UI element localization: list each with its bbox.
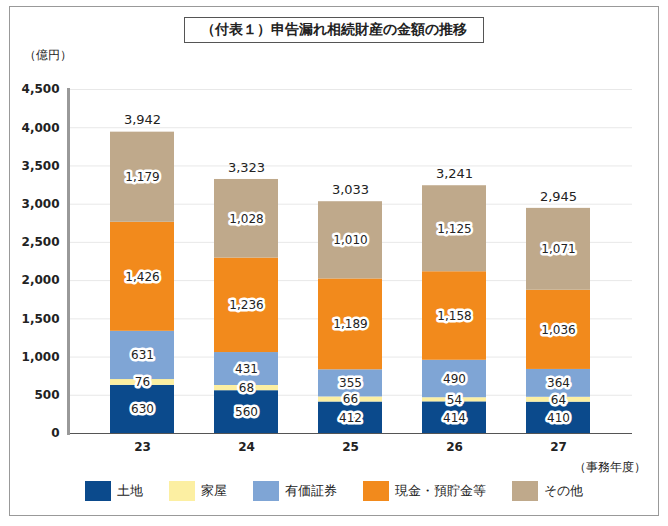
svg-text:630: 630 [131,402,154,416]
svg-text:1,036: 1,036 [541,323,575,337]
svg-text:66: 66 [343,392,358,406]
svg-text:364: 364 [547,376,570,390]
svg-text:431: 431 [235,362,258,376]
html-text:有価証券: 有価証券 [285,483,337,498]
svg-text:1,500: 1,500 [22,312,60,326]
svg-text:64: 64 [551,393,566,407]
html-text:現金・預貯金等: 現金・預貯金等 [395,483,486,498]
svg-text:414: 414 [443,411,466,425]
svg-text:3,500: 3,500 [22,159,60,173]
svg-text:1,236: 1,236 [229,298,263,312]
svg-text:24: 24 [238,440,255,454]
svg-text:410: 410 [547,411,570,425]
svg-text:25: 25 [342,440,359,454]
svg-text:1,189: 1,189 [333,317,367,331]
html-text:（事務年度）: （事務年度） [574,460,646,474]
svg-text:3,241: 3,241 [436,166,473,181]
svg-text:490: 490 [443,372,466,386]
svg-text:631: 631 [131,348,154,362]
svg-text:3,942: 3,942 [124,112,161,127]
svg-text:2,500: 2,500 [22,235,60,249]
svg-text:4,500: 4,500 [22,82,60,96]
svg-text:1,071: 1,071 [541,242,575,256]
svg-text:3,323: 3,323 [228,160,265,175]
svg-text:1,125: 1,125 [437,222,471,236]
svg-text:27: 27 [550,440,567,454]
svg-text:1,000: 1,000 [22,350,60,364]
svg-text:500: 500 [34,388,59,402]
html-text:（億円）: （億円） [24,48,72,62]
html-text:家屋: 家屋 [201,483,227,498]
svg-text:23: 23 [134,440,151,454]
svg-text:0: 0 [51,426,59,440]
html-text:その他: その他 [544,483,583,498]
svg-text:3,033: 3,033 [332,182,369,197]
svg-text:412: 412 [339,411,362,425]
svg-text:2,000: 2,000 [22,273,60,287]
svg-text:54: 54 [447,393,462,407]
svg-text:1,158: 1,158 [437,309,471,323]
svg-text:2,945: 2,945 [540,189,577,204]
svg-text:1,426: 1,426 [125,270,159,284]
svg-text:1,179: 1,179 [125,170,159,184]
svg-text:1,010: 1,010 [333,233,367,247]
html-text:土地: 土地 [117,483,143,498]
svg-text:68: 68 [239,381,254,395]
svg-text:1,028: 1,028 [229,212,263,226]
svg-text:3,000: 3,000 [22,197,60,211]
svg-text:560: 560 [235,405,258,419]
svg-text:4,000: 4,000 [22,121,60,135]
svg-text:355: 355 [339,376,362,390]
html-text:（付表１）申告漏れ相続財産の金額の推移: （付表１）申告漏れ相続財産の金額の推移 [201,21,467,37]
svg-text:26: 26 [446,440,463,454]
svg-text:76: 76 [135,375,150,389]
